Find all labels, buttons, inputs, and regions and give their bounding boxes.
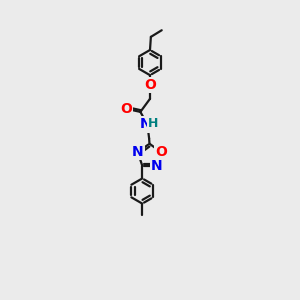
- Text: H: H: [147, 117, 158, 130]
- Text: N: N: [140, 118, 152, 131]
- Text: N: N: [151, 159, 163, 173]
- Text: N: N: [132, 145, 144, 159]
- Text: O: O: [155, 145, 167, 159]
- Text: O: O: [120, 102, 132, 116]
- Text: O: O: [144, 78, 156, 92]
